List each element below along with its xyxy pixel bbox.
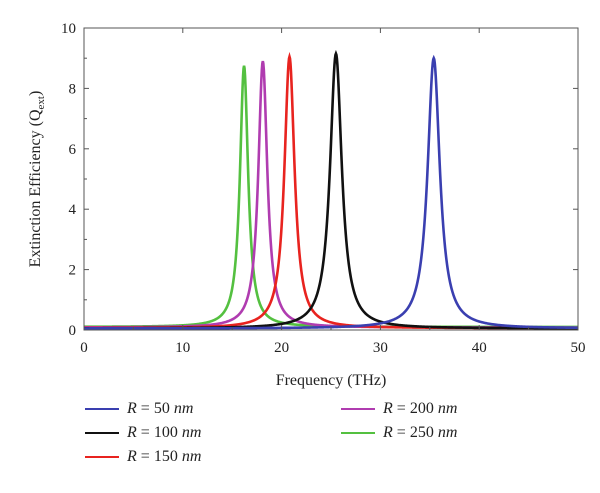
- y-tick-label: 8: [69, 81, 77, 97]
- plot-frame: [83, 27, 579, 331]
- y-tick-label: 0: [69, 323, 77, 339]
- series-line-r100: [84, 49, 578, 330]
- y-tick-label: 6: [69, 142, 77, 158]
- legend: R = 50 nm R = 100 nm R = 150 nm R = 200 …: [85, 400, 585, 480]
- x-tick-label: 50: [571, 340, 586, 356]
- legend-label-r200: R = 200 nm: [383, 400, 458, 417]
- legend-item-r100: R = 100 nm: [85, 424, 201, 442]
- y-axis-label: Extinction Efficiency (Qext): [27, 91, 47, 268]
- legend-label-r100: R = 100 nm: [127, 424, 202, 441]
- x-tick-label: 0: [80, 340, 88, 356]
- legend-label-r250: R = 250 nm: [383, 424, 458, 441]
- x-tick-label: 20: [274, 340, 289, 356]
- legend-swatch-r100: [85, 432, 119, 434]
- legend-item-r250: R = 250 nm: [341, 424, 457, 442]
- series-line-r150: [84, 51, 578, 330]
- x-tick-label: 30: [373, 340, 388, 356]
- series-line-r250: [84, 65, 578, 329]
- legend-item-r150: R = 150 nm: [85, 448, 201, 466]
- legend-label-r50: R = 50 nm: [127, 400, 194, 417]
- x-tick-label: 10: [175, 340, 190, 356]
- legend-item-r50: R = 50 nm: [85, 400, 193, 418]
- series-line-r50: [84, 54, 578, 330]
- x-axis-label: Frequency (THz): [276, 372, 387, 389]
- axes: 0 10 20 30 40 50 0 2 4 6 8 10 Frequency (THz) Extinct…: [27, 21, 586, 389]
- legend-swatch-r250: [341, 432, 375, 434]
- y-tick-label: 2: [69, 263, 77, 279]
- legend-swatch-r200: [341, 408, 375, 410]
- x-tick-label: 40: [472, 340, 487, 356]
- series-line-r200: [84, 60, 578, 329]
- legend-label-r150: R = 150 nm: [127, 448, 202, 465]
- plot-area: [84, 49, 578, 330]
- legend-item-r200: R = 200 nm: [341, 400, 457, 418]
- legend-swatch-r150: [85, 456, 119, 458]
- legend-swatch-r50: [85, 408, 119, 410]
- y-tick-label: 10: [61, 21, 76, 37]
- y-tick-label: 4: [69, 202, 77, 218]
